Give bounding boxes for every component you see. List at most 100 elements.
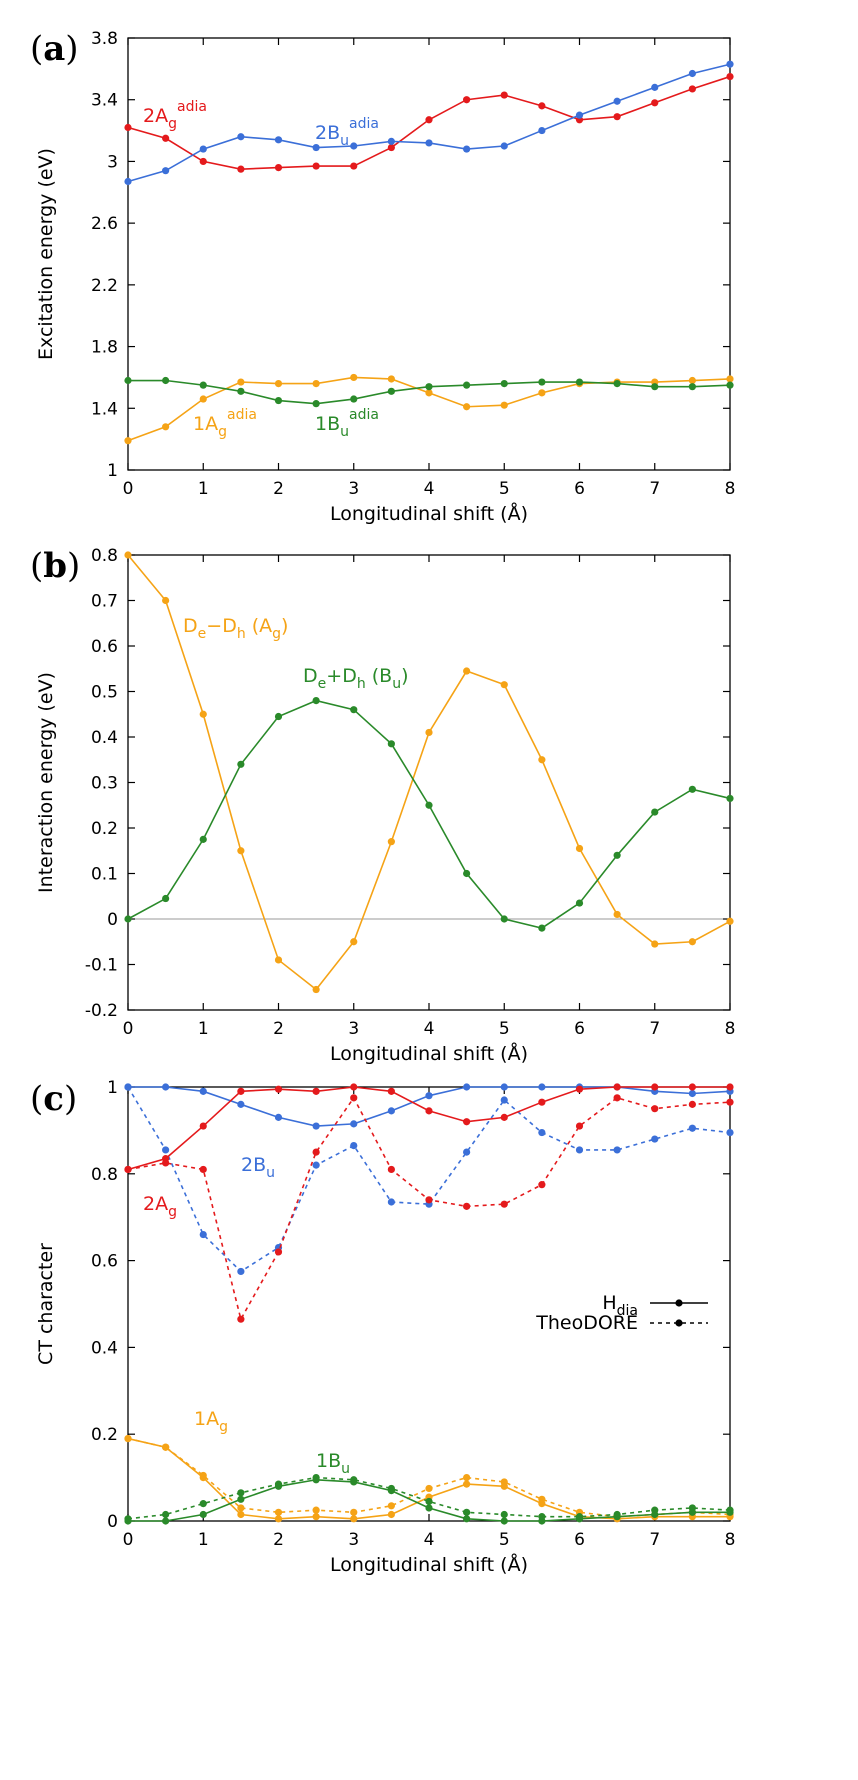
series-green xyxy=(124,697,734,932)
data-point xyxy=(199,1510,207,1519)
y-tick-label: 0.5 xyxy=(91,683,118,703)
y-axis-label: CT character xyxy=(35,1243,57,1365)
data-point xyxy=(613,113,621,121)
data-point xyxy=(124,1165,132,1174)
data-point xyxy=(162,1083,170,1091)
y-tick-label: 1.4 xyxy=(91,399,118,419)
data-point xyxy=(538,102,546,110)
data-point xyxy=(199,710,207,718)
y-tick-label: 0.4 xyxy=(91,1338,118,1358)
data-point xyxy=(726,72,734,81)
x-axis-label: Longitudinal shift (Å) xyxy=(330,1553,528,1576)
data-point xyxy=(538,1083,546,1091)
data-point xyxy=(500,915,508,923)
y-tick-label: 0.2 xyxy=(91,819,118,839)
data-point xyxy=(688,1504,696,1512)
data-point xyxy=(199,835,207,843)
plot-frame xyxy=(127,1086,731,1522)
data-point xyxy=(463,381,471,389)
x-tick-label: 1 xyxy=(198,1530,209,1550)
data-point xyxy=(237,1489,245,1497)
data-point xyxy=(124,123,132,132)
y-tick-label: -0.1 xyxy=(85,956,118,976)
data-point xyxy=(726,1506,734,1514)
legend-label-hdia: Hdia xyxy=(602,1292,638,1319)
data-point xyxy=(312,1148,320,1156)
data-point xyxy=(613,97,621,105)
x-tick-label: 7 xyxy=(649,1530,660,1550)
data-point xyxy=(425,1196,433,1204)
data-point xyxy=(350,1120,358,1128)
x-tick-label: 2 xyxy=(273,479,284,499)
data-point xyxy=(199,1165,207,1174)
data-point xyxy=(538,1181,546,1189)
data-point xyxy=(538,389,546,397)
data-point xyxy=(500,1113,508,1121)
data-point xyxy=(726,1083,734,1091)
data-point xyxy=(162,1517,170,1525)
data-point xyxy=(538,1513,546,1521)
data-point xyxy=(162,423,170,431)
data-point xyxy=(425,1504,433,1512)
data-point xyxy=(162,596,170,605)
data-point xyxy=(575,899,584,907)
y-tick-label: 0.1 xyxy=(91,865,118,885)
data-point xyxy=(237,847,245,855)
data-point xyxy=(387,1165,395,1174)
data-point xyxy=(124,1515,132,1523)
data-point xyxy=(538,756,546,764)
panel-label: (c) xyxy=(30,1079,77,1119)
data-point xyxy=(500,1517,508,1525)
data-point xyxy=(463,145,471,153)
data-point xyxy=(575,1122,584,1130)
data-point xyxy=(575,378,584,386)
data-point xyxy=(387,1198,395,1206)
series-red xyxy=(124,72,734,173)
data-point xyxy=(387,375,395,383)
data-point xyxy=(124,177,132,186)
data-point xyxy=(575,1513,584,1521)
x-tick-label: 7 xyxy=(649,479,660,499)
data-point xyxy=(651,99,659,107)
data-point xyxy=(463,1202,471,1210)
data-point xyxy=(500,380,508,388)
y-tick-label: 3.8 xyxy=(91,29,118,49)
data-point xyxy=(237,133,245,141)
data-point xyxy=(350,1094,358,1102)
x-tick-label: 8 xyxy=(725,1019,736,1039)
y-tick-label: 3.4 xyxy=(91,91,118,111)
data-point xyxy=(312,1474,320,1482)
data-point xyxy=(613,851,621,859)
x-tick-label: 0 xyxy=(123,479,134,499)
data-point xyxy=(274,136,283,144)
data-point xyxy=(425,139,433,147)
data-point xyxy=(350,1141,358,1150)
data-point xyxy=(274,1113,283,1121)
data-point xyxy=(688,376,696,385)
data-point xyxy=(538,1098,546,1106)
data-point xyxy=(425,1092,433,1100)
data-point xyxy=(312,162,320,170)
y-axis-label: Interaction energy (eV) xyxy=(35,672,57,893)
x-tick-label: 5 xyxy=(499,479,510,499)
data-point xyxy=(387,387,395,395)
data-point xyxy=(500,1083,508,1091)
data-point xyxy=(237,1315,245,1323)
data-point xyxy=(124,376,132,385)
data-point xyxy=(162,1159,170,1167)
data-point xyxy=(463,1118,471,1126)
data-point xyxy=(199,1500,207,1508)
data-point xyxy=(651,1083,659,1091)
series-line xyxy=(127,1086,731,1273)
data-point xyxy=(199,381,207,389)
data-point xyxy=(425,728,433,737)
data-point xyxy=(274,396,283,405)
data-point xyxy=(199,1122,207,1130)
data-point xyxy=(425,389,433,397)
data-point xyxy=(312,380,320,388)
data-point xyxy=(500,1510,508,1519)
data-point xyxy=(274,712,283,721)
x-tick-label: 0 xyxy=(123,1530,134,1550)
y-tick-label: 1 xyxy=(107,461,118,481)
panel-a: 0 1 2 3 4 5 6 7 811.41.82.22.633.43.8Longitudina… xyxy=(30,29,735,525)
